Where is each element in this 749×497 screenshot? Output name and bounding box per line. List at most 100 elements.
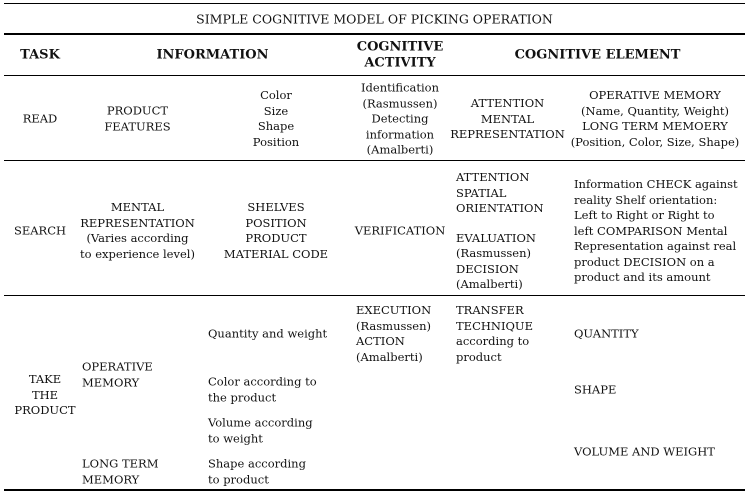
cell-line: Detecting [371,111,429,126]
cell: ATTENTION MENTAL REPRESENTATION [450,96,565,143]
table-title: SIMPLE COGNITIVE MODEL OF PICKING OPERAT… [196,11,553,27]
cell: VOLUME AND WEIGHT [574,444,715,459]
cell-line: LONG TERM [82,456,159,471]
cell: MENTAL REPRESENTATION (Varies according to … [75,200,200,262]
cell: OPERATIVE MEMORY [82,360,200,391]
cell-line: EVALUATION [456,230,536,245]
cell-line: left COMPARISON Mental [574,223,728,238]
header-element: COGNITIVE ELEMENT [514,47,681,63]
cell: READ [5,111,75,127]
cell-line: FEATURES [104,119,171,133]
cell: TRANSFER TECHNIQUE according to product [456,303,533,365]
cell: SHELVES POSITION PRODUCT MATERIAL CODE [200,200,352,262]
cell-line: ORIENTATION [456,200,544,215]
cell-line: VERIFICATION [354,223,446,238]
rule [4,75,745,76]
header-line: ACTIVITY [364,55,436,70]
cell: TAKE THE PRODUCT [5,372,85,419]
cell-line: PRODUCT [14,402,76,417]
cell: VERIFICATION [350,223,450,239]
cell: OPERATIVE MEMORY (Name, Quantity, Weight)… [565,88,745,150]
cell-line: Size [263,103,289,118]
cell-line: (Amalberti) [456,276,523,291]
cell-line: DECISION [456,261,519,276]
cell-line: product DECISION on a [574,254,715,269]
cell-line: REPRESENTATION [450,126,565,141]
rule [4,295,745,296]
cell-line: MENTAL [480,111,535,126]
cell-line: (Name, Quantity, Weight) [581,103,729,118]
cell-line: MEMORY [82,472,140,486]
rule [4,160,745,161]
cell-line: (Rasmussen) [356,318,431,333]
cell-line: OPERATIVE MEMORY [589,88,721,102]
cell: QUANTITY [574,326,639,341]
cell-line: to product [208,472,269,486]
cell-line: LONG TERM MEMOERY [582,119,728,133]
cell: Quantity and weight [208,326,350,342]
cell-line: (Amalberti) [366,142,434,157]
cell-line: to experience level) [80,246,195,261]
cell-line: TECHNIQUE [456,318,534,333]
cell-line: PRODUCT [245,231,307,245]
cell-line: Shape [257,119,295,133]
cell-line: Shape according [208,456,306,471]
cell-line: MATERIAL CODE [223,246,329,261]
cell-line: THE [31,387,59,402]
cell-line: (Varies according [86,231,189,245]
cell-line: Quantity and weight [208,326,328,341]
cell: PRODUCT FEATURES [75,104,200,135]
cell-line: ACTION [356,334,405,348]
cell-line: Color [260,88,292,102]
cell: ATTENTION SPATIAL ORIENTATION EVALUATION (R… [456,170,566,293]
cell-line: OPERATIVE [82,359,153,374]
cell: SEARCH [5,223,75,239]
header-activity: COGNITIVE ACTIVITY [350,40,450,71]
cell: Color Size Shape Position [200,88,352,150]
cell-line: POSITION [245,215,307,230]
cell-line: SHELVES [247,200,305,214]
cell-line: MENTAL [110,200,165,214]
cell-line: TAKE [28,371,62,386]
cell: Volume according to weight [208,416,350,447]
cell: Shape according to product [208,457,350,488]
header-line: COGNITIVE [356,39,444,55]
cell: EXECUTION (Rasmussen) ACTION (Amalberti) [356,303,431,365]
rule [4,33,745,35]
cell: LONG TERM MEMORY [82,457,200,488]
cell-line: (Position, Color, Size, Shape) [570,134,740,149]
cell-line: according to [456,334,530,348]
rule [4,3,745,4]
header-task: TASK [20,47,60,63]
cell-line: (Rasmussen) [362,95,438,110]
cell-line: TRANSFER [456,303,524,317]
cell: Identification (Rasmussen) Detecting inform… [350,80,450,158]
cell-line: Left to Right or Right to [574,207,715,222]
cell-line: to weight [208,431,263,445]
cell-line: product [456,349,502,364]
cell-line: Position [252,134,300,149]
cell: Information CHECK against reality Shelf o… [574,177,746,286]
cell-line: SPATIAL [456,185,507,200]
header-information: INFORMATION [156,47,269,63]
cell-line: reality Shelf orientation: [574,192,718,207]
cell-line: SEARCH [13,223,67,238]
cell-line: ATTENTION [456,169,530,184]
cell-line: MEMORY [82,375,140,389]
cell-line: REPRESENTATION [80,215,195,230]
cell-line: Identification [360,80,439,95]
cell-line: Color according to [208,374,317,389]
cell-line: (Rasmussen) [456,245,531,260]
cell-line: the product [208,390,277,404]
cell: Color according to the product [208,375,350,406]
cell-line: READ [22,111,58,126]
cell-line: product and its amount [574,269,711,284]
cell-line: Volume according [208,415,313,430]
cell-line: information [365,126,435,141]
cell-line: Representation against real [574,238,737,253]
cell-line: (Amalberti) [356,349,423,364]
cell-line: EXECUTION [356,303,432,317]
cell-line: ATTENTION [470,95,545,110]
cell-line: PRODUCT [106,103,169,118]
